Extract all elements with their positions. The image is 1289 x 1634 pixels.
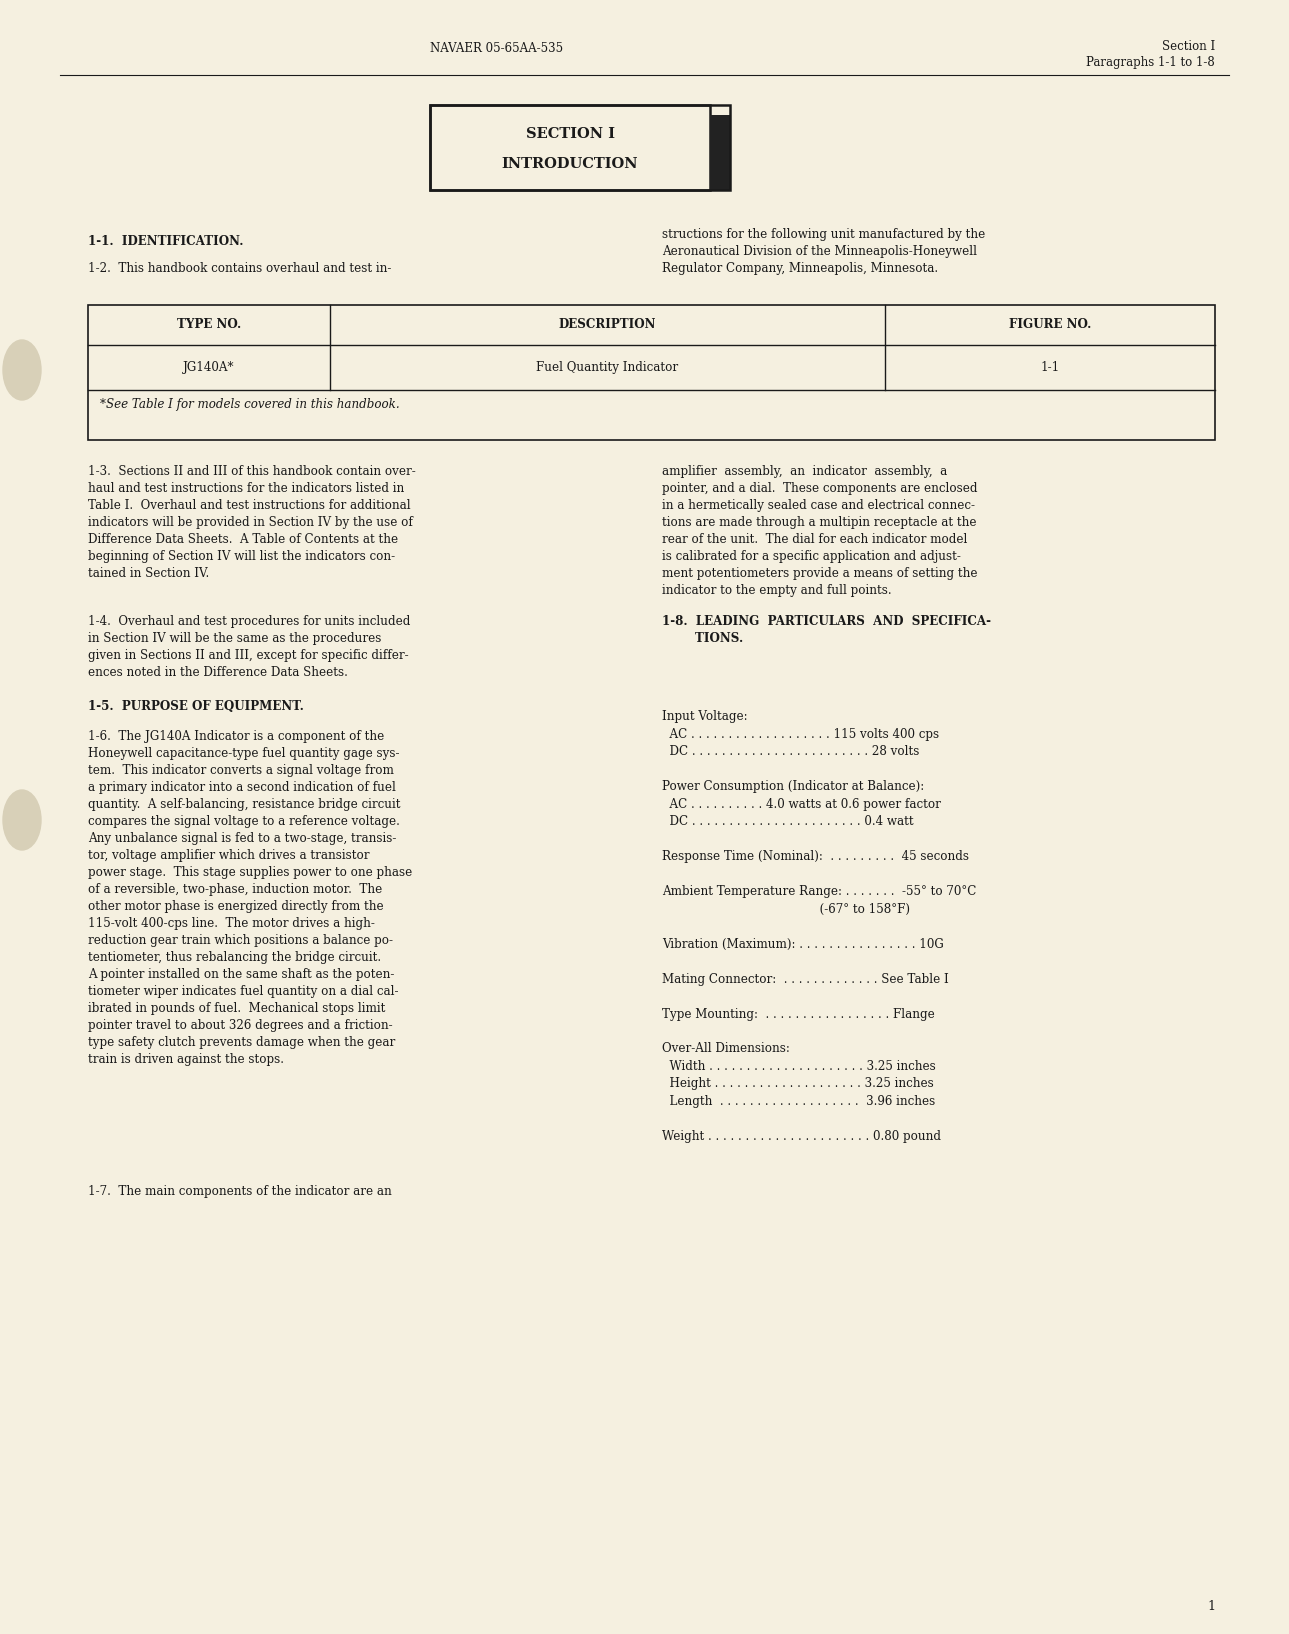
Text: 1-1: 1-1 bbox=[1040, 361, 1060, 374]
Text: NAVAER 05-65AA-535: NAVAER 05-65AA-535 bbox=[431, 42, 563, 56]
Text: 1-7.  The main components of the indicator are an: 1-7. The main components of the indicato… bbox=[88, 1185, 392, 1198]
Text: 1-8.  LEADING  PARTICULARS  AND  SPECIFICA-
        TIONS.: 1-8. LEADING PARTICULARS AND SPECIFICA- … bbox=[663, 614, 991, 645]
Text: Width . . . . . . . . . . . . . . . . . . . . . 3.25 inches: Width . . . . . . . . . . . . . . . . . … bbox=[663, 1060, 936, 1074]
Text: 1-2.  This handbook contains overhaul and test in-: 1-2. This handbook contains overhaul and… bbox=[88, 261, 392, 275]
Text: Vibration (Maximum): . . . . . . . . . . . . . . . . 10G: Vibration (Maximum): . . . . . . . . . .… bbox=[663, 938, 944, 951]
Bar bbox=[431, 105, 710, 190]
Text: (-67° to 158°F): (-67° to 158°F) bbox=[663, 902, 910, 915]
Text: *See Table I for models covered in this handbook.: *See Table I for models covered in this … bbox=[101, 399, 400, 412]
Bar bbox=[431, 105, 730, 190]
Text: 1-6.  The JG140A Indicator is a component of the
Honeywell capacitance-type fuel: 1-6. The JG140A Indicator is a component… bbox=[88, 730, 412, 1065]
Text: Height . . . . . . . . . . . . . . . . . . . . 3.25 inches: Height . . . . . . . . . . . . . . . . .… bbox=[663, 1077, 933, 1090]
Text: 1-4.  Overhaul and test procedures for units included
in Section IV will be the : 1-4. Overhaul and test procedures for un… bbox=[88, 614, 410, 680]
Text: JG140A*: JG140A* bbox=[183, 361, 235, 374]
Text: DESCRIPTION: DESCRIPTION bbox=[558, 319, 656, 332]
Text: Length  . . . . . . . . . . . . . . . . . . .  3.96 inches: Length . . . . . . . . . . . . . . . . .… bbox=[663, 1095, 936, 1108]
Ellipse shape bbox=[3, 340, 41, 400]
Text: structions for the following unit manufactured by the
Aeronautical Division of t: structions for the following unit manufa… bbox=[663, 229, 985, 275]
Text: 1: 1 bbox=[1207, 1600, 1216, 1613]
Text: DC . . . . . . . . . . . . . . . . . . . . . . . 0.4 watt: DC . . . . . . . . . . . . . . . . . . .… bbox=[663, 815, 914, 828]
Text: AC . . . . . . . . . . . . . . . . . . . 115 volts 400 cps: AC . . . . . . . . . . . . . . . . . . .… bbox=[663, 727, 940, 740]
Text: Paragraphs 1-1 to 1-8: Paragraphs 1-1 to 1-8 bbox=[1087, 56, 1216, 69]
Text: AC . . . . . . . . . . 4.0 watts at 0.6 power factor: AC . . . . . . . . . . 4.0 watts at 0.6 … bbox=[663, 797, 941, 810]
Text: 1-5.  PURPOSE OF EQUIPMENT.: 1-5. PURPOSE OF EQUIPMENT. bbox=[88, 699, 304, 712]
Text: Over-All Dimensions:: Over-All Dimensions: bbox=[663, 1042, 790, 1056]
Text: 1-1.  IDENTIFICATION.: 1-1. IDENTIFICATION. bbox=[88, 235, 244, 248]
Text: amplifier  assembly,  an  indicator  assembly,  a
pointer, and a dial.  These co: amplifier assembly, an indicator assembl… bbox=[663, 466, 977, 596]
Text: Power Consumption (Indicator at Balance):: Power Consumption (Indicator at Balance)… bbox=[663, 779, 924, 792]
Bar bbox=[88, 306, 1216, 440]
Ellipse shape bbox=[3, 789, 41, 850]
Text: 1-3.  Sections II and III of this handbook contain over-
haul and test instructi: 1-3. Sections II and III of this handboo… bbox=[88, 466, 416, 580]
Text: Response Time (Nominal):  . . . . . . . . .  45 seconds: Response Time (Nominal): . . . . . . . .… bbox=[663, 850, 969, 863]
Bar bbox=[710, 114, 730, 190]
Text: Ambient Temperature Range: . . . . . . .  -55° to 70°C: Ambient Temperature Range: . . . . . . .… bbox=[663, 886, 976, 899]
Text: Type Mounting:  . . . . . . . . . . . . . . . . . Flange: Type Mounting: . . . . . . . . . . . . .… bbox=[663, 1008, 935, 1021]
Text: TYPE NO.: TYPE NO. bbox=[177, 319, 241, 332]
Text: Input Voltage:: Input Voltage: bbox=[663, 711, 748, 722]
Text: SECTION I: SECTION I bbox=[526, 127, 615, 141]
Text: Mating Connector:  . . . . . . . . . . . . . See Table I: Mating Connector: . . . . . . . . . . . … bbox=[663, 972, 949, 985]
Text: FIGURE NO.: FIGURE NO. bbox=[1009, 319, 1092, 332]
Text: Fuel Quantity Indicator: Fuel Quantity Indicator bbox=[536, 361, 678, 374]
Text: INTRODUCTION: INTRODUCTION bbox=[501, 157, 638, 172]
Text: Weight . . . . . . . . . . . . . . . . . . . . . . 0.80 pound: Weight . . . . . . . . . . . . . . . . .… bbox=[663, 1131, 941, 1144]
Text: DC . . . . . . . . . . . . . . . . . . . . . . . . 28 volts: DC . . . . . . . . . . . . . . . . . . .… bbox=[663, 745, 919, 758]
Text: Section I: Section I bbox=[1161, 39, 1216, 52]
